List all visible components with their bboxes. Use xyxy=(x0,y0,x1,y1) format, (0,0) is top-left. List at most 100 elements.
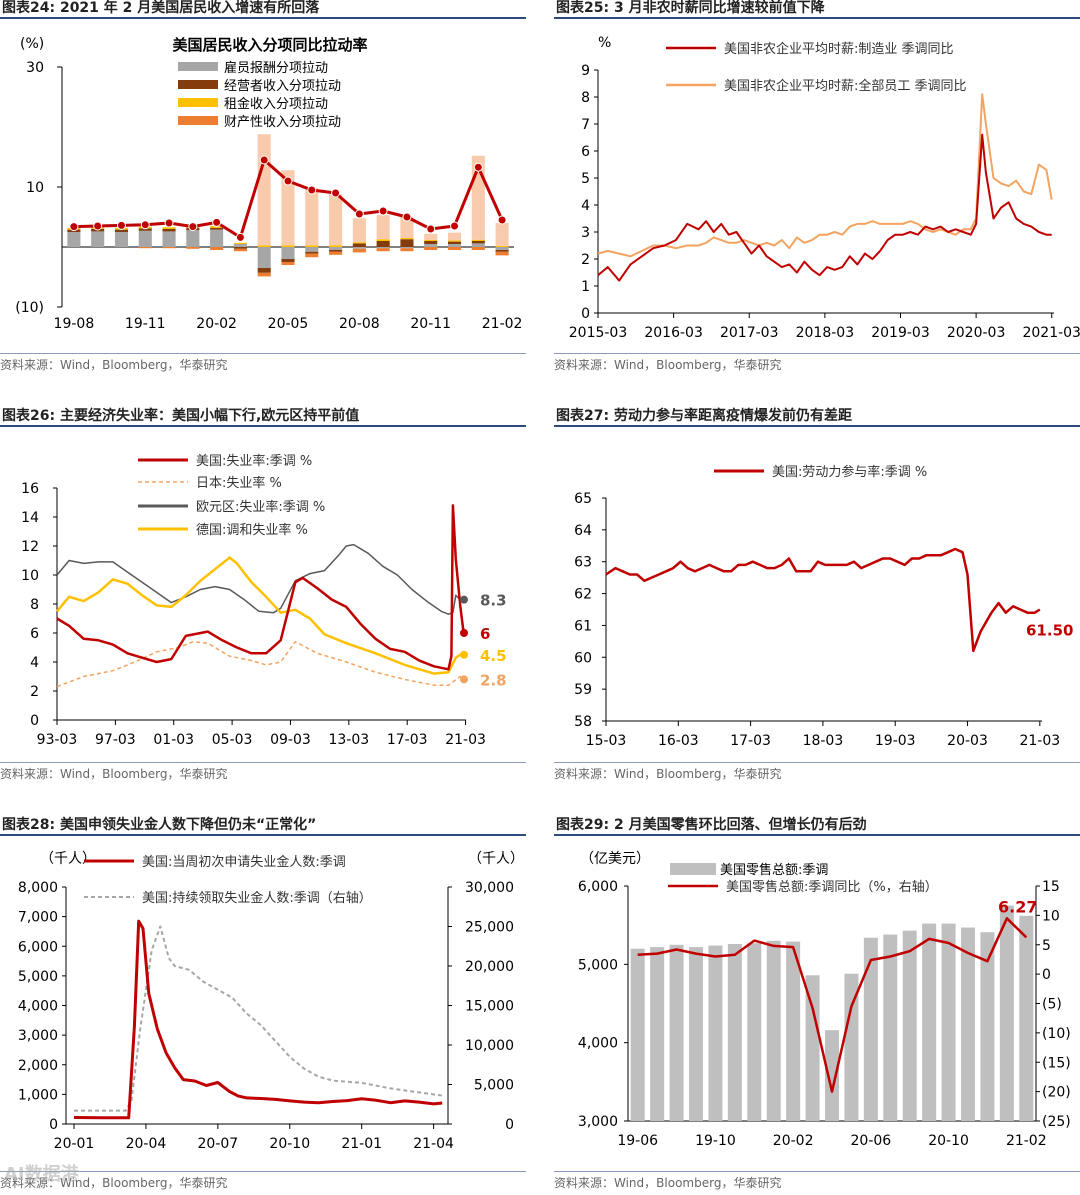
unit-label: % xyxy=(598,35,611,51)
legend-swatch xyxy=(178,116,218,125)
y-tick-label-right: 0 xyxy=(1042,967,1051,983)
bar-雇员报酬分项拉动 xyxy=(400,247,414,249)
end-marker xyxy=(460,675,468,684)
retail-bar xyxy=(786,941,801,1121)
retail-bar xyxy=(999,905,1014,1121)
data-point xyxy=(473,162,483,172)
y-tick-label: 63 xyxy=(574,555,592,571)
data-point xyxy=(331,188,341,198)
bar-财产性收入分项拉动 xyxy=(281,262,295,265)
y-tick-label: 58 xyxy=(574,714,592,730)
x-tick-label: 19-06 xyxy=(617,1133,658,1149)
legend-label: 美国零售总额:季调同比（%，右轴） xyxy=(726,879,938,895)
data-point xyxy=(93,221,103,231)
legend-swatch xyxy=(670,863,716,875)
bar-雇员报酬分项拉动 xyxy=(424,244,438,247)
x-tick-label: 20-02 xyxy=(196,316,237,332)
y-tick-label-right: 0 xyxy=(505,1117,514,1133)
y-tick-label-right: 15,000 xyxy=(465,999,514,1015)
bar-财产性收入分项拉动 xyxy=(471,247,485,250)
chart-28: （千人） （千人） 0 1,000 2,000 3,000 4,000 5,000 6,000 7… xyxy=(18,851,524,1152)
bar-租金收入分项拉动 xyxy=(257,245,271,247)
y-tick-label: 4,000 xyxy=(18,999,58,1015)
y-tick-label: 12 xyxy=(21,539,39,555)
bar-经营者收入分项拉动 xyxy=(400,239,414,247)
x-tick-label: 21-03 xyxy=(445,732,486,748)
panel-24: 图表24: 2021 年 2 月美国居民收入增速有所回落 30 10 (10) (%)… xyxy=(0,0,526,380)
legend-label: 美国非农企业平均时薪:制造业 季调同比 xyxy=(724,41,954,57)
bar-租金收入分项拉动 xyxy=(447,240,462,242)
bar-财产性收入分项拉动 xyxy=(376,248,390,252)
y-tick-label-right: (25) xyxy=(1042,1114,1071,1130)
x-tick-label: 18-03 xyxy=(803,733,844,749)
y-tick-label-right: 30,000 xyxy=(465,880,514,896)
bar-财产性收入分项拉动 xyxy=(233,248,247,252)
bar-经营者收入分项拉动 xyxy=(471,241,485,244)
retail-bar xyxy=(805,975,820,1121)
legend-label: 租金收入分项拉动 xyxy=(224,96,328,112)
y-tick-label-right: 15 xyxy=(1042,879,1060,895)
y-tick-label: 6,000 xyxy=(18,939,58,955)
bar-经营者收入分项拉动 xyxy=(305,251,319,254)
bar-租金收入分项拉动 xyxy=(210,226,224,228)
chart-25: % 0 1 2 3 4 5 6 7 8 9 2015-03 2016-03 2017-03 2018-03 2… xyxy=(569,35,1080,341)
bar-转移支付分项拉动 xyxy=(352,218,366,243)
bar-财产性收入分项拉动 xyxy=(352,248,366,253)
x-tick-label: 21-02 xyxy=(482,316,523,332)
bar-转移支付分项拉动 xyxy=(305,188,319,246)
x-tick-label: 20-04 xyxy=(126,1136,167,1152)
x-tick-label: 21-02 xyxy=(1006,1133,1047,1149)
bar-雇员报酬分项拉动 xyxy=(257,247,271,268)
bar-财产性收入分项拉动 xyxy=(329,251,343,255)
series-line xyxy=(597,133,1052,282)
chart-26: 0 2 4 6 8 10 12 14 16 93-03 97-03 01-03 05-03 09-03 13… xyxy=(21,453,507,748)
bar-租金收入分项拉动 xyxy=(329,245,343,247)
bar-经营者收入分项拉动 xyxy=(447,241,462,244)
x-tick-label: 16-03 xyxy=(658,733,699,749)
data-point xyxy=(259,155,269,165)
y-tick-label: 64 xyxy=(574,523,592,539)
legend-label: 雇员报酬分项拉动 xyxy=(224,60,328,76)
retail-bar xyxy=(747,943,762,1121)
panel-title: 图表27: 劳动力参与率距离疫情爆发前仍有差距 xyxy=(554,408,1080,427)
y-tick-label: 3,000 xyxy=(578,1114,618,1130)
x-tick-label: 21-03 xyxy=(1019,733,1060,749)
retail-bar xyxy=(630,948,645,1121)
x-tick-label: 97-03 xyxy=(95,732,136,748)
y-tick-label: 1 xyxy=(581,279,590,295)
x-tick-label: 20-11 xyxy=(410,316,451,332)
x-tick-label: 19-08 xyxy=(54,316,95,332)
legend-swatch xyxy=(178,98,218,107)
bar-雇员报酬分项拉动 xyxy=(91,231,105,247)
y-tick-label-right: (15) xyxy=(1042,1055,1071,1071)
y-tick-label-right: 5 xyxy=(1042,938,1051,954)
y-tick-label: 3 xyxy=(581,225,590,241)
data-point xyxy=(235,232,245,242)
source-note: 资料来源：Wind，Bloomberg，华泰研究 xyxy=(0,1171,526,1190)
y-tick-label: 16 xyxy=(21,481,39,497)
bar-财产性收入分项拉动 xyxy=(424,247,438,250)
y-tick-label: 0 xyxy=(49,1117,58,1133)
data-point xyxy=(116,220,126,230)
y-tick-label: 6 xyxy=(581,144,590,160)
bar-雇员报酬分项拉动 xyxy=(305,247,319,252)
retail-bar xyxy=(863,937,878,1121)
legend-label: 美国零售总额:季调 xyxy=(720,862,828,878)
bar-经营者收入分项拉动 xyxy=(233,247,247,249)
x-tick-label: 13-03 xyxy=(328,732,369,748)
y-tick-label-right: 5,000 xyxy=(474,1078,514,1094)
end-label: 2.8 xyxy=(480,671,507,689)
bar-经营者收入分项拉动 xyxy=(114,229,129,232)
continuing-claims-line xyxy=(74,925,443,1112)
y-tick-label: 10 xyxy=(21,568,39,584)
source-note: 资料来源：Wind，Bloomberg，华泰研究 xyxy=(554,353,1080,372)
x-tick-label: 15-03 xyxy=(586,733,627,749)
data-point xyxy=(354,209,364,219)
x-tick-label: 2017-03 xyxy=(720,325,779,341)
panel-25: 图表25: 3 月非农时薪同比增速较前值下降 % 0 1 2 3 4 5 6 7 8 9 2015-0… xyxy=(554,0,1080,380)
retail-bar xyxy=(980,932,995,1121)
chart-title: 美国居民收入分项同比拉动率 xyxy=(172,36,367,54)
data-point xyxy=(69,222,79,232)
y-tick-label: 5,000 xyxy=(578,957,618,973)
bar-财产性收入分项拉动 xyxy=(257,272,271,277)
